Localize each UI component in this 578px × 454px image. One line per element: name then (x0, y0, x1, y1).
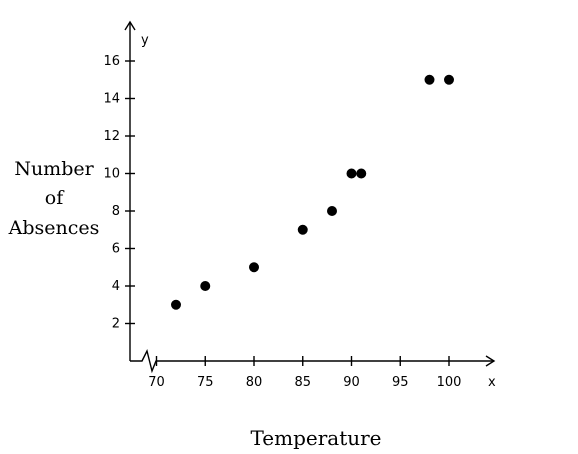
y-tick-label: 14 (103, 92, 120, 107)
x-axis-arrow (485, 355, 496, 367)
ticks: 2 4 6 8 10 12 14 16 70 75 80 85 90 95 100 (103, 54, 461, 390)
y-tick-label: 8 (112, 204, 120, 219)
y-tick-label: 4 (112, 279, 120, 294)
y-tick-label: 12 (103, 129, 120, 144)
y-tick-label: 10 (103, 167, 120, 182)
x-tick-label: 75 (197, 375, 214, 390)
y-tick-label: 2 (112, 317, 120, 332)
x-tick-label: 85 (294, 375, 311, 390)
data-point (346, 168, 357, 179)
data-point (200, 281, 211, 291)
data-points (171, 74, 454, 310)
data-point (297, 224, 308, 235)
y-tick-label: 16 (103, 54, 120, 69)
y-axis-arrow (124, 20, 136, 31)
data-point (171, 299, 181, 310)
x-axis-line (130, 348, 494, 374)
data-point (249, 262, 259, 273)
y-axis-label-line-2: of (45, 187, 65, 209)
axes (124, 20, 496, 374)
y-axis-letter: y (141, 33, 149, 48)
data-point (424, 74, 435, 85)
data-point (356, 168, 367, 179)
x-tick-label: 100 (437, 375, 462, 390)
x-tick-label: 90 (343, 375, 360, 390)
y-axis-label-line-3: Absences (8, 217, 100, 239)
x-tick-label: 80 (246, 375, 263, 390)
x-tick-label: 70 (148, 375, 165, 390)
data-point (327, 206, 337, 216)
x-axis-letter: x (488, 375, 496, 390)
y-tick-label: 6 (112, 242, 120, 257)
x-axis-label: Temperature (250, 426, 381, 450)
data-point (444, 74, 454, 85)
x-tick-label: 95 (392, 375, 409, 390)
y-axis-label-line-1: Number (14, 158, 94, 180)
